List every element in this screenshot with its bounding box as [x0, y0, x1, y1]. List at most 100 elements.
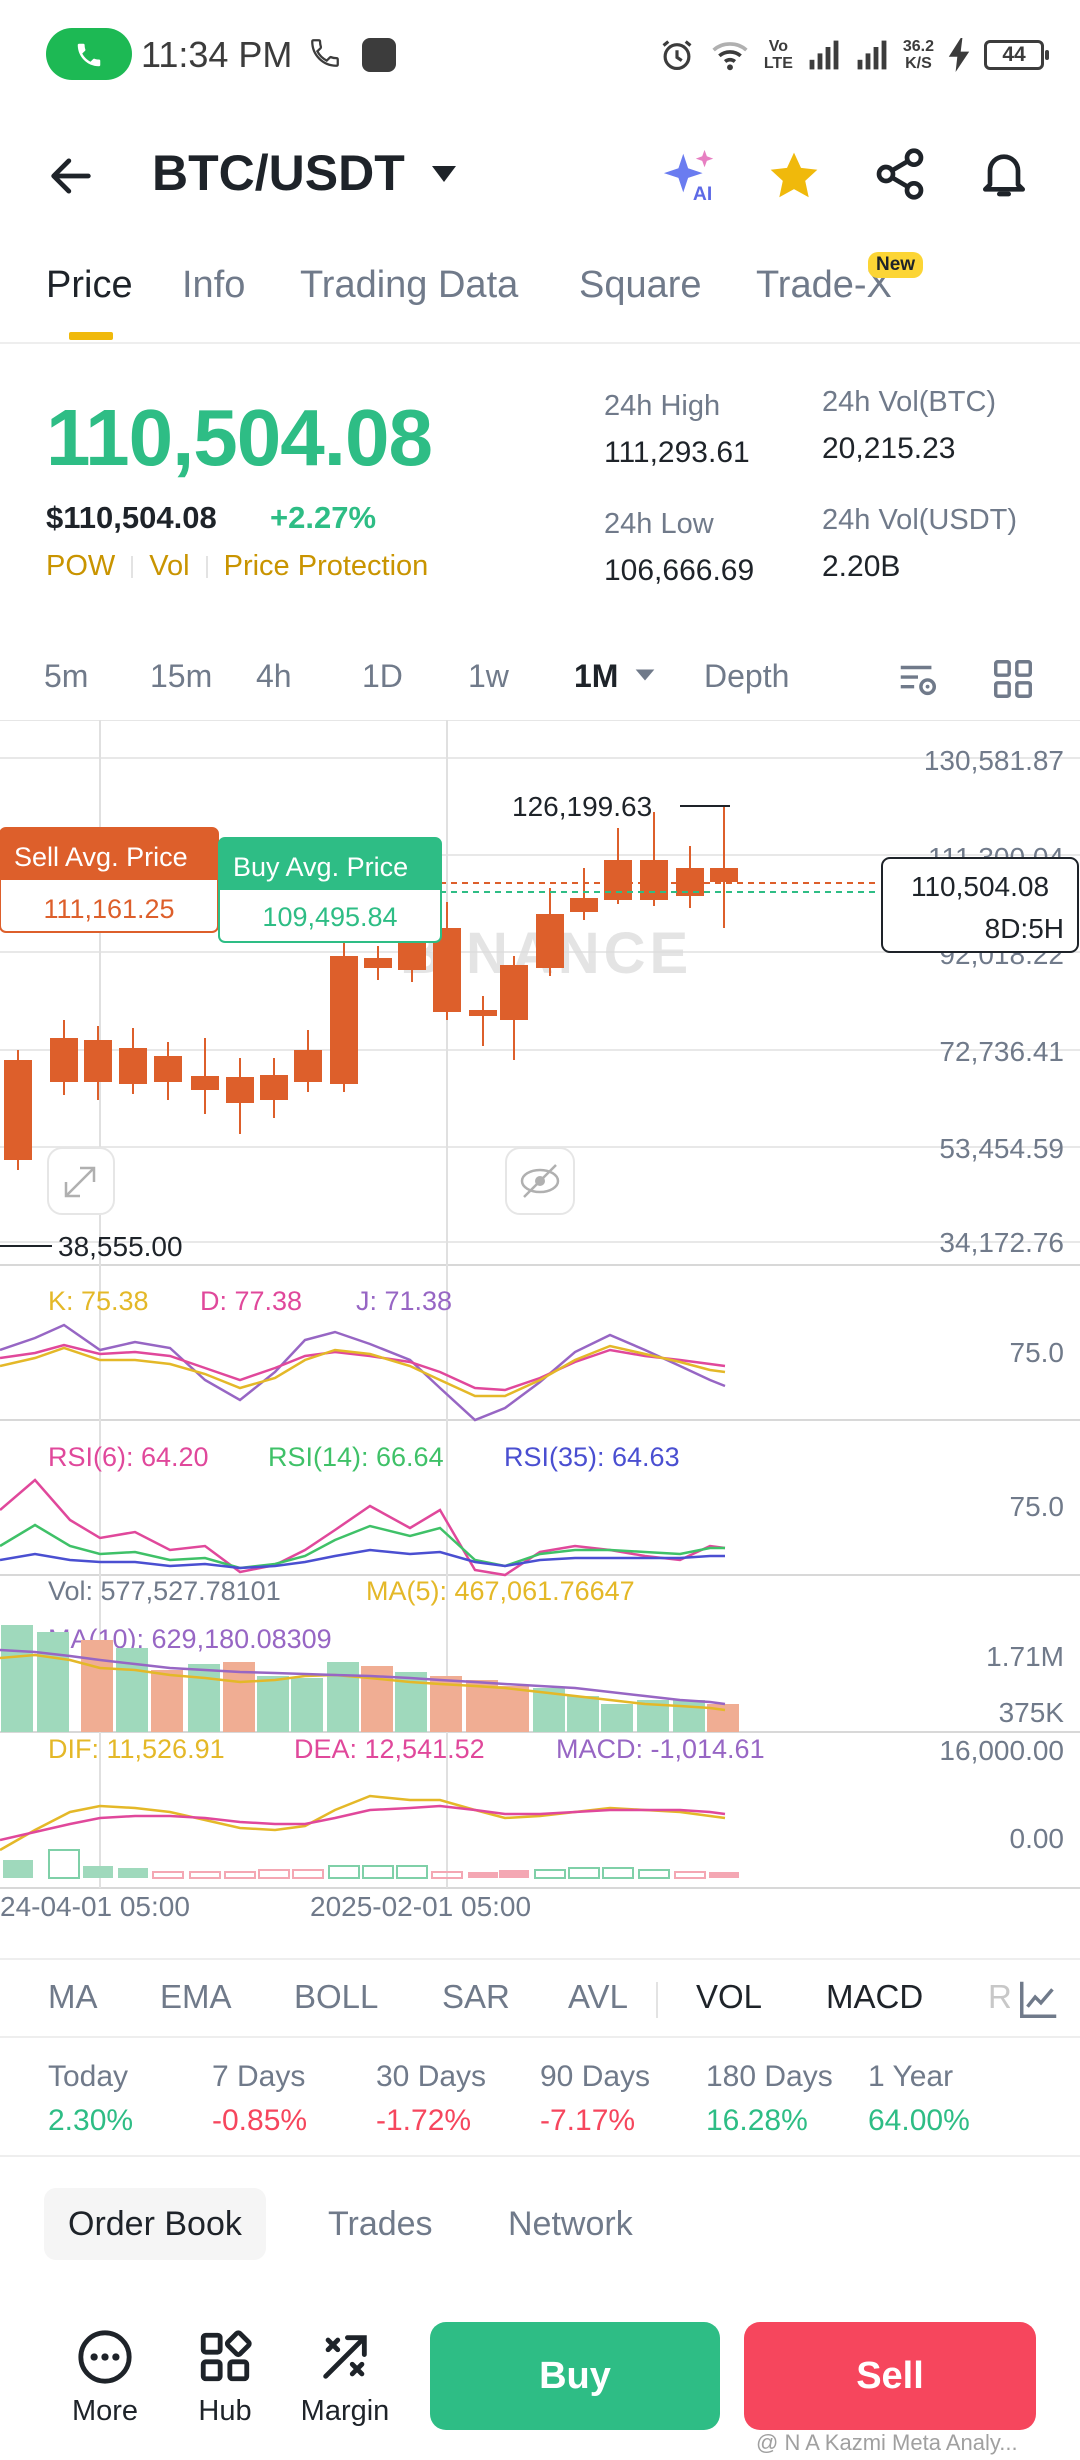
interval-depth[interactable]: Depth [704, 658, 790, 694]
usd-price: $110,504.08 [46, 500, 217, 535]
divider [0, 2155, 1080, 2157]
status-icons: Vo LTE 36.2 K/S 44 [658, 30, 1049, 80]
interval-15m[interactable]: 15m [150, 658, 213, 694]
last-price-marker-value: 110,504.08 [911, 871, 1049, 902]
back-arrow-icon[interactable] [44, 150, 98, 202]
interval-4h[interactable]: 4h [256, 658, 292, 694]
macd-dif-value: DIF: 11,526.91 [48, 1734, 225, 1764]
buy-button[interactable]: Buy [430, 2322, 720, 2430]
kdj-d-value: D: 77.38 [200, 1286, 302, 1316]
candle-body [330, 956, 358, 1084]
macd-bar [396, 1865, 428, 1879]
tab-trading-data[interactable]: Trading Data [300, 264, 519, 306]
tab-trades[interactable]: Trades [328, 2205, 433, 2243]
indicator-vol[interactable]: VOL [696, 1978, 763, 2015]
kdj-d-line [0, 1343, 726, 1392]
bell-icon[interactable] [976, 144, 1032, 202]
macd-bar [602, 1867, 634, 1879]
candle-body [469, 1010, 497, 1016]
candle-body [50, 1038, 78, 1082]
buy-avg-price-marker[interactable]: Buy Avg. Price 109,495.84 [218, 837, 442, 943]
indicator-avl[interactable]: AVL [568, 1978, 628, 2015]
hub-icon [200, 2330, 252, 2382]
ai-sparkle-icon[interactable]: AI [660, 146, 722, 204]
fullscreen-expand-icon[interactable] [47, 1147, 115, 1215]
more-icon [78, 2330, 132, 2384]
volume-bar [116, 1648, 148, 1732]
macd-bar [48, 1849, 80, 1879]
star-icon[interactable] [766, 148, 822, 204]
divider [205, 555, 208, 578]
perf-1-year: 1 Year 64.00% [868, 2060, 970, 2137]
interval-1w[interactable]: 1w [468, 658, 509, 694]
sell-avg-price-label: Sell Avg. Price [14, 842, 188, 872]
indicator-sar[interactable]: SAR [442, 1978, 510, 2015]
hide-avg-price-icon[interactable] [505, 1147, 575, 1215]
chart-canvas[interactable]: BINANCE 130,581.87 111,300.04 92,018.22 … [0, 720, 1080, 1920]
ongoing-call-pill[interactable] [46, 28, 132, 80]
indicator-ma[interactable]: MA [48, 1978, 98, 2015]
tab-order-book[interactable]: Order Book [44, 2188, 266, 2260]
interval-caret-down-icon[interactable] [634, 668, 656, 682]
y-axis-label: 130,581.87 [924, 745, 1064, 776]
tab-price[interactable]: Price [46, 264, 133, 306]
min-price-label: 38,555.00 [58, 1231, 183, 1262]
macd-bar [292, 1869, 324, 1879]
max-price-label: 126,199.63 [512, 791, 652, 822]
indicator-boll[interactable]: BOLL [294, 1978, 379, 2015]
macd-bar [258, 1869, 290, 1879]
macd-bar [83, 1866, 113, 1878]
new-badge: New [868, 252, 924, 278]
share-icon[interactable] [872, 146, 928, 202]
indicator-macd[interactable]: MACD [826, 1978, 924, 2015]
layout-grid-icon[interactable] [990, 656, 1036, 702]
indicator-settings-icon[interactable] [894, 656, 942, 702]
candle-body [84, 1040, 112, 1082]
sell-button[interactable]: Sell [744, 2322, 1036, 2430]
kdj-k-value: K: 75.38 [48, 1286, 149, 1316]
margin-button[interactable]: Margin [290, 2328, 400, 2428]
macd-dea-line [0, 1804, 726, 1842]
hub-button[interactable]: Hub [170, 2328, 280, 2428]
sell-avg-price-marker[interactable]: Sell Avg. Price 111,161.25 [0, 827, 219, 933]
app-header: BTC/USDT AI [0, 120, 1080, 230]
tab-network[interactable]: Network [508, 2205, 633, 2243]
candle-body [710, 868, 738, 882]
wifi-icon [712, 42, 748, 71]
tag-vol[interactable]: Vol [149, 550, 190, 582]
tab-info[interactable]: Info [182, 264, 246, 306]
volume-bar [188, 1664, 220, 1732]
perf-180-days: 180 Days 16.28% [706, 2060, 833, 2137]
stat-24h-vol-btc-value: 20,215.23 [822, 432, 956, 465]
more-button[interactable]: More [50, 2328, 160, 2428]
kdj-j-line [0, 1323, 726, 1422]
call-status-icon [311, 39, 339, 67]
volume-bar [37, 1632, 69, 1732]
tag-price-protection[interactable]: Price Protection [223, 550, 429, 582]
kdj-scale-label: 75.0 [1010, 1337, 1065, 1368]
tag-pow[interactable]: POW [46, 550, 116, 582]
x-axis-label: 2025-02-01 05:00 [310, 1891, 531, 1920]
indicator-ema[interactable]: EMA [160, 1978, 232, 2015]
volume-bar [291, 1678, 323, 1732]
vol-scale-bottom: 375K [999, 1697, 1065, 1728]
stat-24h-high-label: 24h High [604, 390, 721, 422]
vol-ma5-value: MA(5): 467,061.76647 [366, 1576, 635, 1606]
kline-chart[interactable]: BINANCE 130,581.87 111,300.04 92,018.22 … [0, 720, 1080, 1920]
tab-square[interactable]: Square [579, 264, 702, 306]
last-price-marker[interactable]: 110,504.08 8D:5H [881, 857, 1079, 953]
macd-bar [709, 1872, 739, 1878]
interval-1d[interactable]: 1D [362, 658, 403, 694]
pair-title[interactable]: BTC/USDT [152, 145, 405, 201]
interval-1m[interactable]: 1M [574, 658, 619, 694]
stat-24h-low-value: 106,666.69 [604, 554, 755, 587]
interval-5m[interactable]: 5m [44, 658, 89, 694]
margin-icon [323, 2335, 367, 2379]
drawing-tool-icon[interactable] [1010, 1974, 1062, 2024]
x-axis-label: 24-04-01 05:00 [0, 1891, 190, 1920]
indicator-rsi-partial[interactable]: R [988, 1978, 1012, 2015]
volume-bar [466, 1680, 498, 1732]
candlesticks [4, 806, 738, 1170]
caret-down-icon[interactable] [430, 164, 458, 184]
volume-bar [81, 1640, 113, 1732]
